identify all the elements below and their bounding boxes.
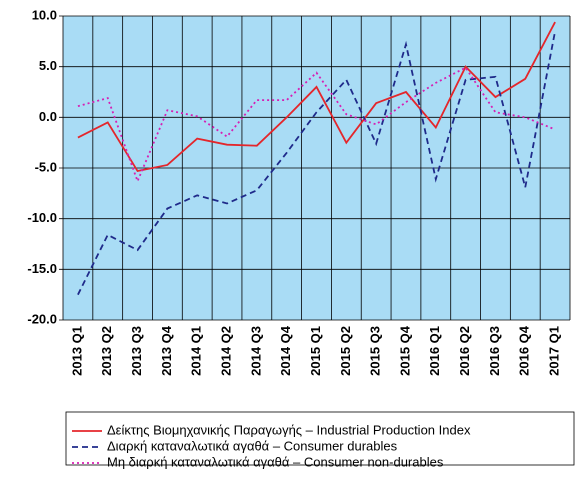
x-tick-label: 2016 Q2 [457,326,472,376]
x-tick-label: 2017 Q1 [547,326,562,376]
legend-label: Διαρκή καταναλωτικά αγαθά – Consumer dur… [107,438,398,453]
y-tick-label: -20.0 [27,311,57,326]
y-tick-label: -5.0 [35,159,57,174]
x-tick-label: 2013 Q4 [159,325,174,376]
x-tick-label: 2014 Q2 [218,326,233,376]
x-tick-label: 2013 Q3 [129,326,144,376]
legend-box [65,411,575,466]
x-tick-label: 2016 Q4 [517,325,532,376]
x-tick-label: 2014 Q1 [189,326,204,376]
x-tick-label: 2014 Q3 [248,326,263,376]
y-tick-label: 10.0 [32,7,57,22]
series-line [77,66,556,184]
x-tick-label: 2013 Q2 [99,326,114,376]
x-tick-label: 2015 Q2 [338,326,353,376]
legend-label: Μη διαρκή καταναλωτικά αγαθά – Consumer … [107,454,444,469]
legend-label: Δείκτης Βιομηχανικής Παραγωγής – Industr… [107,422,471,437]
x-tick-label: 2013 Q1 [69,326,84,376]
y-tick-label: -10.0 [27,210,57,225]
x-tick-label: 2016 Q1 [427,326,442,376]
y-tick-label: -15.0 [27,261,57,276]
y-tick-label: 0.0 [39,109,57,124]
series-line [77,31,556,296]
series-line [77,21,556,173]
x-tick-label: 2015 Q4 [397,325,412,376]
x-tick-label: 2015 Q3 [368,326,383,376]
x-tick-label: 2016 Q3 [487,326,502,376]
x-tick-label: 2014 Q4 [278,325,293,376]
y-tick-label: 5.0 [39,58,57,73]
x-tick-label: 2015 Q1 [308,326,323,376]
